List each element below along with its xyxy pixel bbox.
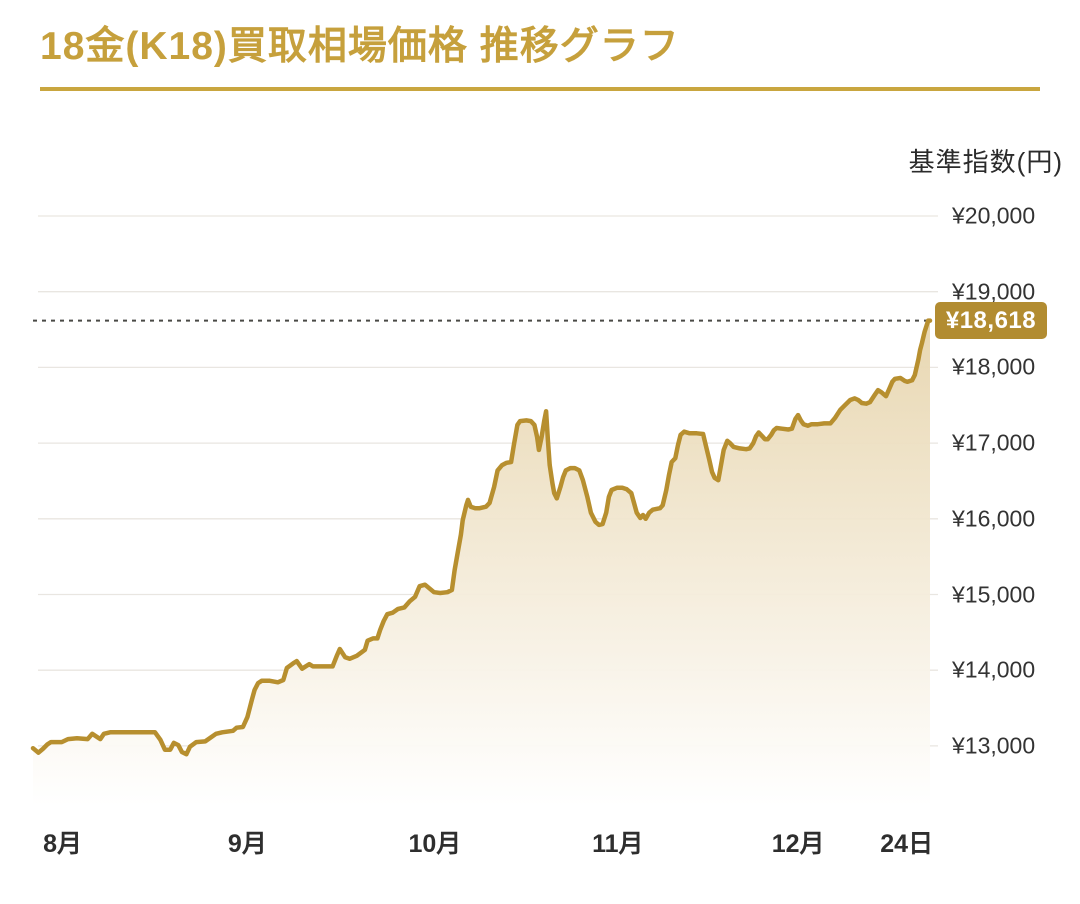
y-tick-label: ¥15,000 xyxy=(952,581,1036,607)
x-tick-label: 12月 xyxy=(771,830,825,858)
current-price-value: ¥18,618 xyxy=(945,306,1037,334)
y-axis-unit-label: 基準指数(円) xyxy=(908,147,1063,177)
y-tick-label: ¥17,000 xyxy=(952,429,1036,456)
x-tick-label: 9月 xyxy=(227,830,267,858)
y-tick-label: ¥19,000 xyxy=(952,278,1036,305)
y-tick-label: ¥18,000 xyxy=(952,353,1036,380)
y-tick-label: ¥13,000 xyxy=(952,732,1036,759)
price-line xyxy=(30,318,933,757)
y-tick-label: ¥16,000 xyxy=(952,505,1036,532)
y-tick-label: ¥20,000 xyxy=(952,202,1036,229)
chart-plot-area xyxy=(30,215,938,806)
x-tick-label: 11月 xyxy=(592,830,644,858)
x-tick-label: 24日 xyxy=(880,830,934,858)
current-price-badge: ¥18,618 xyxy=(935,302,1047,340)
page-title: 18金(K18)買取相場価格 推移グラフ xyxy=(40,25,680,68)
price-area-fill xyxy=(33,320,930,806)
x-tick-label: 10月 xyxy=(408,830,462,858)
x-tick-label: 8月 xyxy=(43,830,83,858)
y-tick-label: ¥14,000 xyxy=(952,656,1036,683)
chart-header: 18金(K18)買取相場価格 推移グラフ xyxy=(40,0,1040,91)
